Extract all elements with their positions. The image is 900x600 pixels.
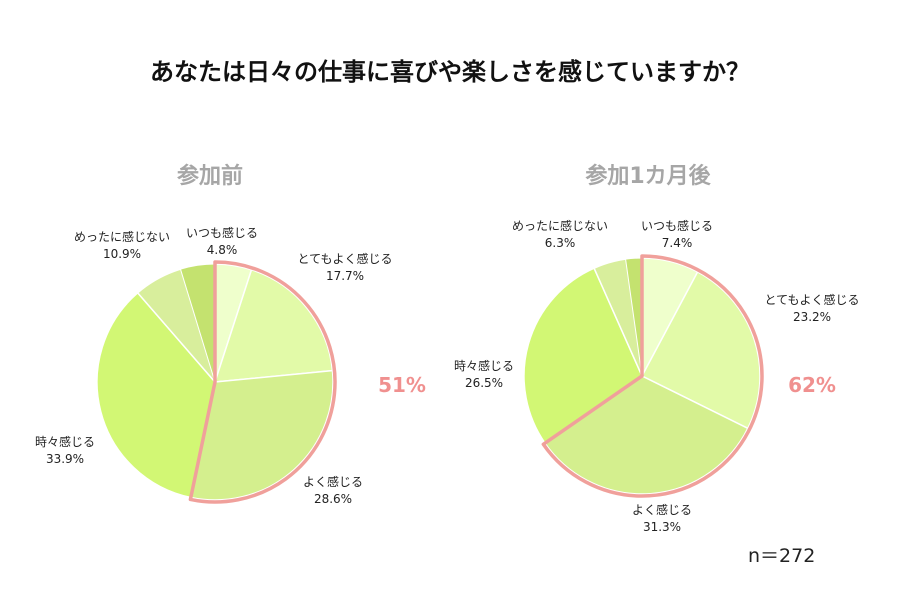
slice-label-1: いつも感じる 4.8% (186, 225, 258, 257)
slice-label-4: 時々感じる 26.5% (454, 358, 514, 390)
slice-label-4: 時々感じる 33.9% (35, 434, 95, 466)
pie-title: 参加1カ月後 (585, 163, 711, 189)
highlight-total: 51% (378, 373, 426, 397)
slice-label-3: よく感じる 31.3% (632, 502, 692, 534)
highlight-outline (541, 254, 764, 498)
slice-label-5: めったに感じない 10.9% (74, 229, 170, 261)
pie-chart-before: 参加前 51% いつも感じる 4.8% とてもよく感じる 17.7% よく感じる 28.6% 時… (35, 163, 426, 506)
pie-slice-3 (543, 375, 749, 495)
slice-label-5: めったに感じない 6.3% (512, 218, 608, 250)
sample-size-note: n＝272 (748, 545, 816, 567)
highlight-total: 62% (788, 373, 836, 397)
pie-slice-2 (640, 270, 761, 430)
slice-label-2: とてもよく感じる 23.2% (764, 292, 859, 324)
chart-title: あなたは日々の仕事に喜びや楽しさを感じていますか？ (150, 58, 750, 86)
pie-slice-4 (523, 267, 643, 445)
slice-label-2: とてもよく感じる 17.7% (297, 251, 392, 283)
pie-slice-4 (96, 291, 216, 499)
pie-title: 参加前 (177, 163, 243, 189)
pie-chart-after: 参加1カ月後 62% いつも感じる 7.4% とてもよく感じる 23.2% よく感じる 31.… (454, 163, 860, 534)
highlight-outline (188, 260, 337, 504)
pie-slice-3 (189, 369, 334, 501)
pie-slice-2 (213, 268, 334, 383)
slice-label-3: よく感じる 28.6% (303, 474, 363, 506)
slice-label-1: いつも感じる 7.4% (641, 218, 713, 250)
